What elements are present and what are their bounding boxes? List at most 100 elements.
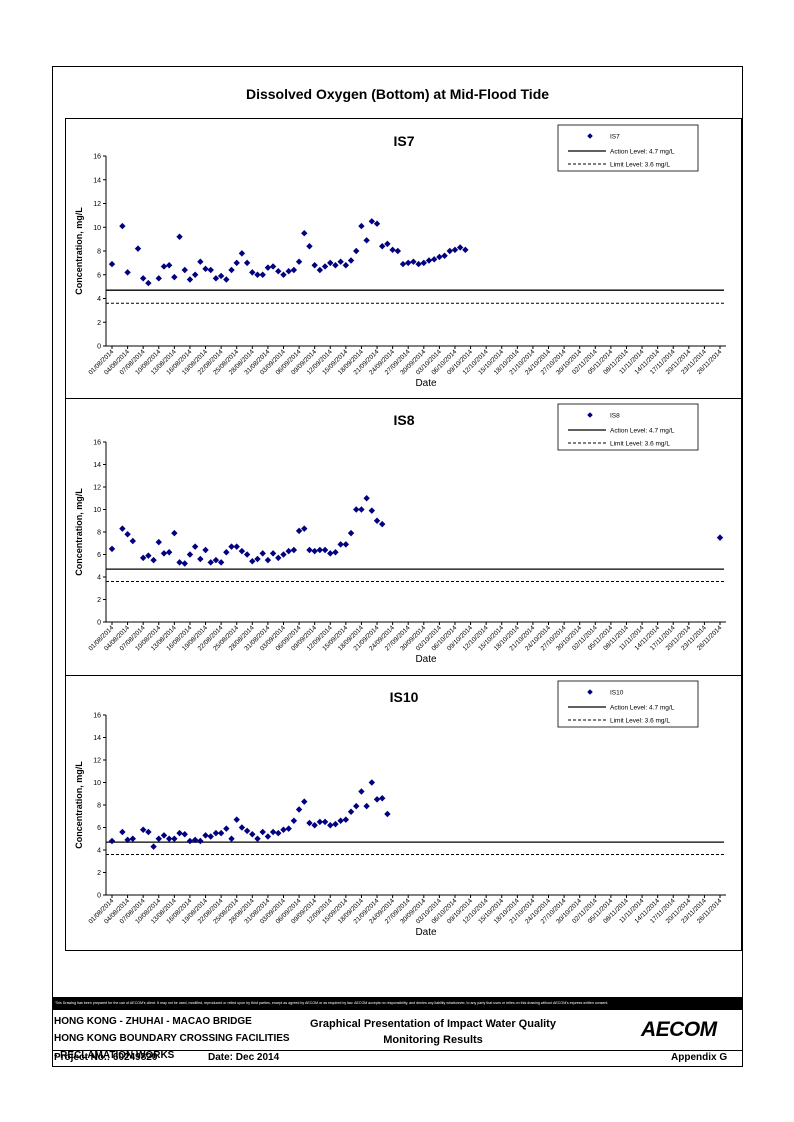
page-frame — [52, 66, 743, 1067]
data-point — [290, 817, 298, 824]
data-point — [306, 546, 313, 554]
data-point — [238, 547, 246, 555]
disclaimer-bar: This Drawing has been prepared for the u… — [52, 997, 743, 1010]
y-axis-label: Concentration, mg/L — [74, 761, 84, 849]
data-point — [373, 517, 381, 524]
data-point — [119, 222, 126, 230]
legend-limit-label: Limit Level: 3.6 mg/L — [610, 441, 670, 448]
data-point — [207, 266, 214, 274]
data-point — [124, 269, 131, 276]
legend-marker — [587, 689, 593, 695]
data-point — [290, 266, 298, 274]
data-point — [337, 541, 344, 548]
data-point — [259, 271, 266, 278]
data-point — [321, 546, 329, 554]
data-point — [285, 547, 292, 555]
data-point — [119, 828, 126, 836]
data-point — [191, 271, 199, 278]
legend-action-label: Action Level: 4.7 mg/L — [610, 428, 675, 435]
data-point — [306, 243, 313, 250]
data-point — [212, 275, 220, 282]
data-point — [176, 233, 183, 240]
page-title: Dissolved Oxygen (Bottom) at Mid-Flood T… — [245, 86, 550, 102]
footer-date: Date: Dec 2014 — [208, 1052, 280, 1063]
data-point — [181, 560, 188, 567]
legend-action-label: Action Level: 4.7 mg/L — [610, 705, 675, 712]
data-point — [316, 818, 324, 826]
data-point — [290, 546, 298, 554]
data-point — [181, 831, 188, 838]
data-point — [269, 263, 277, 270]
data-point — [295, 806, 303, 813]
legend-action-label: Action Level: 4.7 mg/L — [610, 149, 675, 156]
data-point — [301, 798, 308, 805]
legend-marker — [587, 133, 593, 139]
data-point — [275, 554, 282, 562]
x-axis-label: Date — [415, 378, 437, 389]
data-point — [716, 534, 724, 541]
data-point — [186, 837, 194, 845]
data-point — [186, 551, 194, 558]
data-point — [191, 836, 199, 844]
data-point — [342, 816, 350, 823]
data-point — [259, 550, 266, 557]
data-point — [150, 556, 157, 564]
data-point — [342, 262, 350, 269]
y-tick-label: 10 — [93, 225, 101, 232]
y-tick-label: 4 — [97, 848, 101, 855]
data-point — [301, 229, 308, 237]
x-axis-label: Date — [415, 927, 437, 938]
y-tick-label: 12 — [93, 485, 101, 492]
legend-box — [557, 680, 699, 728]
data-point — [259, 828, 266, 836]
data-point — [233, 259, 240, 267]
data-point — [269, 550, 277, 557]
y-tick-label: 16 — [93, 154, 101, 161]
data-point — [332, 262, 339, 269]
legend-series-label: IS8 — [610, 413, 620, 420]
data-point — [223, 276, 230, 283]
data-point — [202, 265, 209, 273]
data-point — [389, 246, 396, 254]
data-point — [353, 506, 360, 513]
data-point — [202, 546, 209, 554]
y-tick-label: 2 — [97, 870, 101, 877]
data-point — [145, 828, 152, 836]
data-point — [295, 527, 303, 535]
data-point — [129, 835, 136, 842]
data-point — [197, 555, 204, 563]
legend-marker — [587, 412, 593, 418]
data-point — [332, 549, 339, 556]
data-point — [186, 276, 194, 283]
y-tick-label: 14 — [93, 462, 101, 469]
data-point — [311, 547, 318, 555]
data-point — [139, 826, 147, 833]
y-tick-label: 10 — [93, 780, 101, 787]
data-point — [462, 246, 469, 254]
data-point — [160, 550, 168, 557]
data-point — [233, 543, 240, 550]
data-point — [347, 257, 355, 264]
data-point — [379, 795, 386, 802]
data-point — [430, 256, 438, 263]
data-point — [207, 559, 214, 566]
y-tick-label: 12 — [93, 758, 101, 765]
y-tick-label: 4 — [97, 296, 101, 303]
data-point — [160, 832, 168, 839]
data-point — [264, 264, 272, 271]
project-number: Project No.: 60249820 — [54, 1052, 158, 1063]
data-point — [353, 802, 360, 810]
y-tick-label: 4 — [97, 575, 101, 582]
data-point — [363, 802, 370, 810]
y-tick-label: 14 — [93, 735, 101, 742]
data-point — [311, 262, 318, 269]
data-point — [119, 525, 126, 532]
data-point — [145, 552, 152, 559]
footer-line-2: HONG KONG BOUNDARY CROSSING FACILITIES — [54, 1033, 290, 1044]
y-tick-label: 14 — [93, 177, 101, 184]
data-point — [358, 506, 365, 513]
y-tick-label: 8 — [97, 803, 101, 810]
data-point — [202, 832, 209, 839]
data-point — [155, 835, 162, 842]
